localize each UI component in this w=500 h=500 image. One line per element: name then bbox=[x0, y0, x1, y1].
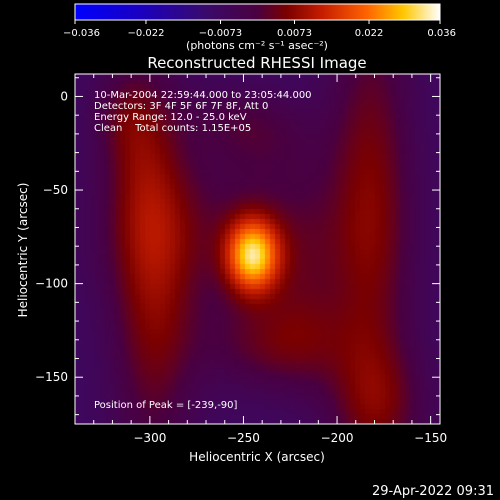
colorbar-tick-label: −0.036 bbox=[63, 28, 100, 39]
colorbar-tick-label: −0.0073 bbox=[199, 28, 242, 39]
y-tick-label: −150 bbox=[35, 370, 68, 384]
x-tick-label: −200 bbox=[321, 431, 354, 445]
heatmap-image bbox=[75, 74, 440, 424]
info-time-range: 10-Mar-2004 22:59:44.000 to 23:05:44.000 bbox=[94, 90, 312, 101]
info-detectors: Detectors: 3F 4F 5F 6F 7F 8F, Att 0 bbox=[94, 101, 268, 112]
y-tick-label: −50 bbox=[43, 183, 68, 197]
y-axis-label: Heliocentric Y (arcsec) bbox=[16, 183, 30, 318]
chart-title: Reconstructed RHESSI Image bbox=[147, 54, 366, 72]
observation-info: 10-Mar-2004 22:59:44.000 to 23:05:44.000… bbox=[94, 90, 312, 134]
colorbar-tick-label: 0.036 bbox=[427, 28, 456, 39]
colorbar-tick-label: 0.022 bbox=[355, 28, 384, 39]
plot-area: −300 −250 −200 −150 0 −50 −100 −150 bbox=[35, 73, 447, 445]
peak-position-label: Position of Peak = [-239,-90] bbox=[94, 400, 238, 411]
y-tick-label: 0 bbox=[60, 89, 68, 103]
x-tick-label: −300 bbox=[133, 431, 166, 445]
info-energy-range: Energy Range: 12.0 - 25.0 keV bbox=[94, 112, 247, 123]
x-tick-label: −250 bbox=[227, 431, 260, 445]
colorbar-ticks: −0.036 −0.022 −0.0073 0.0073 0.022 0.036 bbox=[63, 20, 456, 39]
info-clean-counts: Clean Total counts: 1.15E+05 bbox=[94, 123, 251, 134]
y-tick-label: −100 bbox=[35, 277, 68, 291]
plot-frame bbox=[74, 73, 441, 425]
axis-ticks: −300 −250 −200 −150 0 −50 −100 −150 bbox=[35, 74, 447, 445]
x-axis-label: Heliocentric X (arcsec) bbox=[189, 450, 325, 464]
plot-timestamp: 29-Apr-2022 09:31 bbox=[372, 484, 494, 499]
colorbar-tick-label: 0.0073 bbox=[277, 28, 312, 39]
colorbar-units: (photons cm⁻² s⁻¹ asec⁻²) bbox=[186, 39, 328, 52]
colorbar-tick-label: −0.022 bbox=[127, 28, 164, 39]
x-tick-label: −150 bbox=[414, 431, 447, 445]
colorbar bbox=[74, 3, 441, 21]
